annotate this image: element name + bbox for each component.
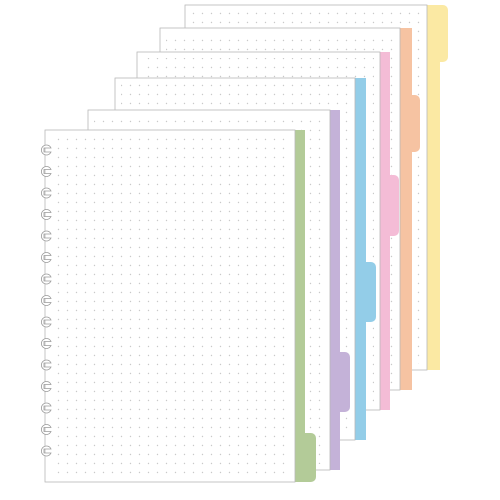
binder-notch	[41, 338, 52, 349]
binder-notch	[41, 230, 52, 242]
binder-notch	[41, 166, 52, 177]
color-strip	[427, 5, 440, 370]
color-strip	[400, 28, 412, 390]
binder-notch	[41, 144, 52, 156]
dot-grid	[51, 136, 289, 476]
binder-notch	[41, 252, 52, 263]
color-strip	[380, 52, 390, 410]
color-strip	[295, 130, 305, 482]
binder-notch	[41, 359, 52, 371]
color-strip	[355, 78, 366, 440]
binder-notch	[41, 445, 52, 457]
color-strip	[330, 110, 340, 470]
binder-notch	[41, 424, 52, 435]
binder-notch	[41, 273, 52, 285]
binder-notch	[41, 187, 52, 199]
binder-notch	[41, 209, 52, 220]
binder-notch	[41, 295, 52, 306]
binder-notch	[41, 316, 52, 328]
binder-notch	[41, 402, 52, 414]
binder-notch	[41, 381, 52, 392]
divider-page	[41, 129, 316, 483]
